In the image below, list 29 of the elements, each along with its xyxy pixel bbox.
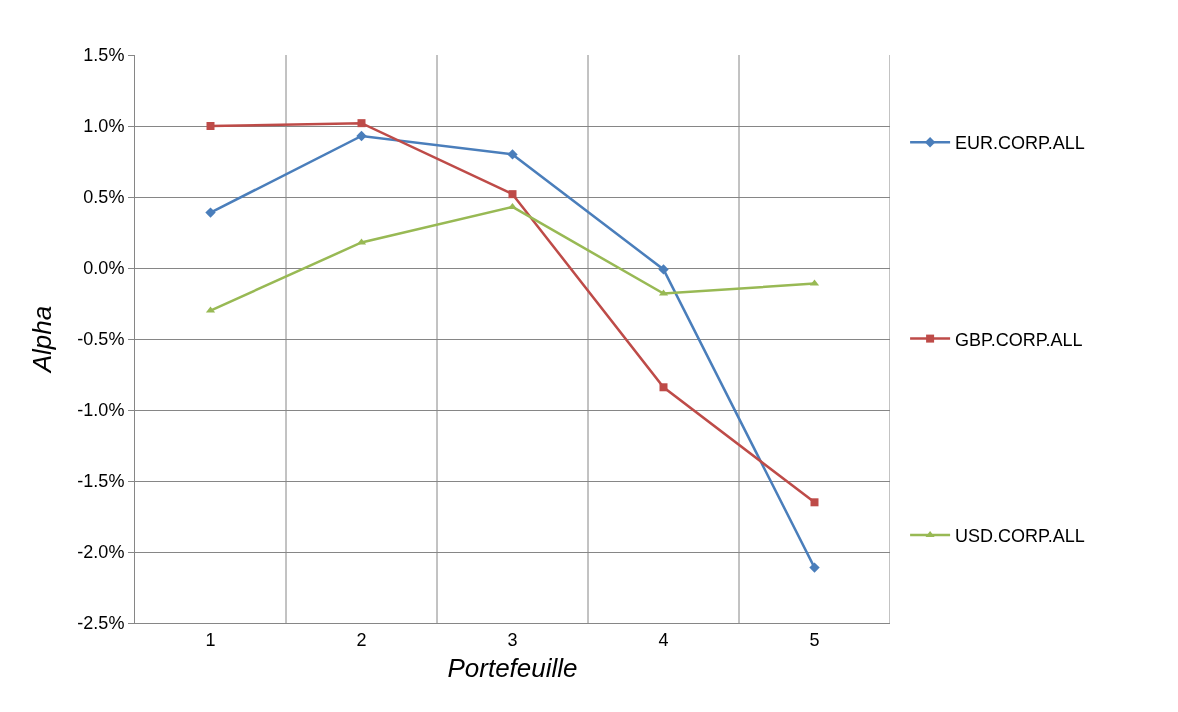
legend-label: GBP.CORP.ALL [955,329,1083,350]
point [810,498,819,507]
point [507,149,518,160]
legend-label: EUR.CORP.ALL [955,133,1085,154]
y-tick-label: 1.5% [83,45,125,66]
y-tick-label: -2.5% [77,613,125,634]
point [658,264,669,275]
point [508,190,517,199]
y-tick-label: -0.5% [77,329,125,350]
y-tick-label: 0.0% [83,258,125,279]
x-tick-label: 5 [809,629,820,650]
point [356,130,367,142]
y-tick-label: -1.5% [77,471,125,492]
point [659,383,668,392]
point [205,207,216,218]
y-axis-title: Alpha [26,305,57,375]
x-axis-title: Portefeuille [447,653,578,684]
point [206,122,215,130]
x-tick-label: 4 [658,629,669,650]
y-tick-label: -1.0% [77,400,125,421]
x-tick-label: 3 [507,629,518,650]
x-tick-label: 1 [205,629,216,650]
point [357,119,366,128]
point [809,562,820,573]
y-tick-label: 1.0% [83,116,125,137]
y-tick-label: 0.5% [83,187,125,208]
x-tick-label: 2 [356,629,367,650]
legend-label: USD.CORP.ALL [955,526,1085,547]
y-tick-label: -2.0% [77,542,125,563]
